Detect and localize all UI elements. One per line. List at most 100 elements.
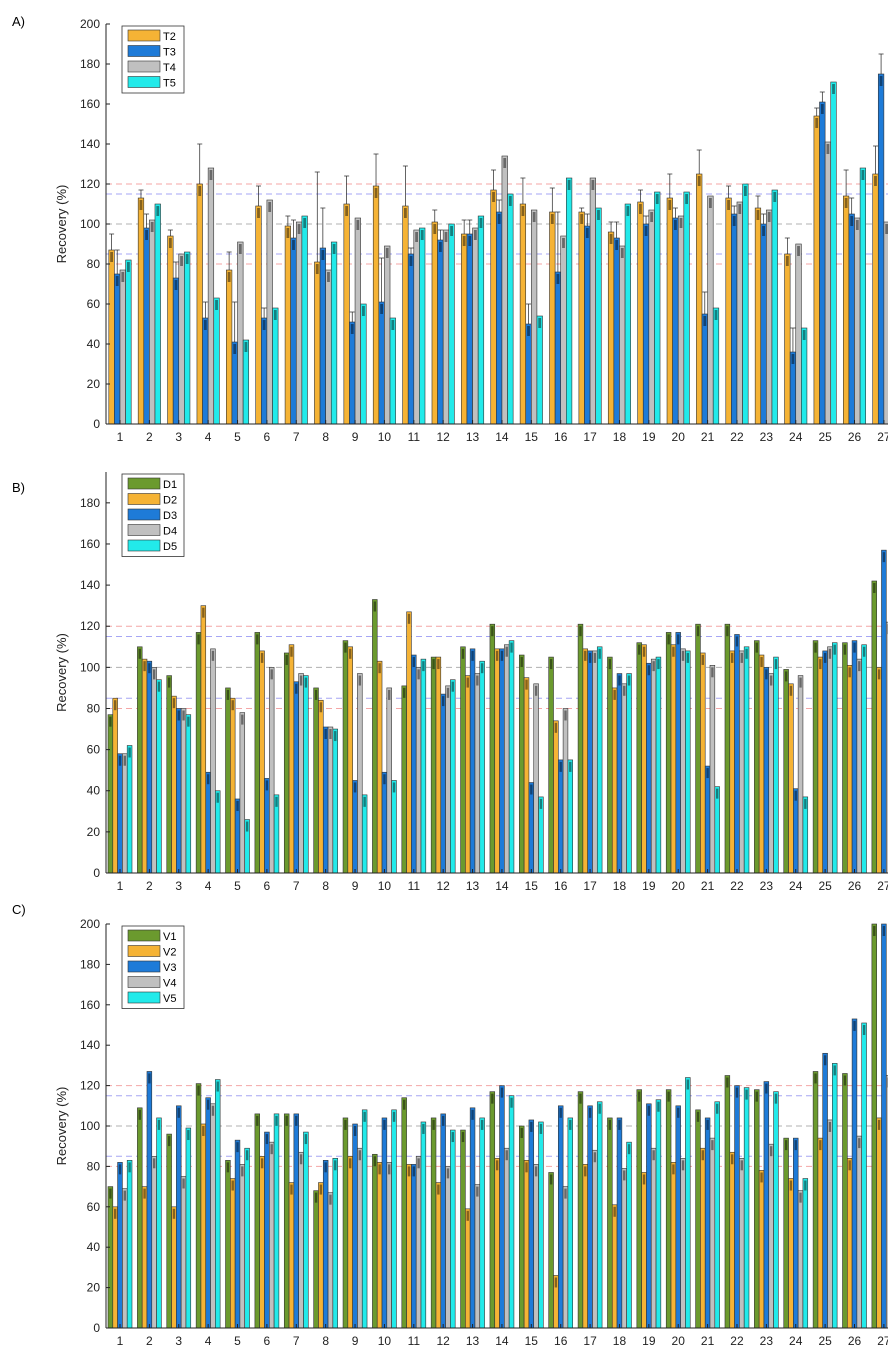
- bar-error-shade: [138, 648, 141, 659]
- bar-error-shade: [174, 280, 178, 290]
- bar: [207, 167, 215, 425]
- legend-label: T4: [163, 62, 176, 74]
- bar-error-shade: [828, 648, 832, 659]
- bar: [538, 1121, 544, 1329]
- legend-label: D2: [163, 495, 177, 507]
- bar-error-shade: [334, 731, 337, 742]
- bar: [695, 1109, 701, 1329]
- bar-error-shade: [850, 216, 854, 226]
- bar-error-shade: [569, 761, 572, 772]
- bar: [411, 654, 417, 874]
- bar: [167, 235, 174, 425]
- bar: [325, 269, 332, 425]
- legend-label: D3: [163, 510, 177, 522]
- bar: [171, 1206, 177, 1329]
- bar-error-shade: [118, 755, 122, 766]
- bar-error-shade: [527, 326, 530, 336]
- bar: [578, 211, 585, 425]
- bar: [533, 1164, 539, 1329]
- bar-error-shade: [432, 659, 435, 670]
- bar-error-shade: [476, 1186, 479, 1197]
- y-tick-label: 180: [80, 957, 100, 971]
- bar: [477, 215, 485, 425]
- bar-error-shade: [618, 1119, 621, 1130]
- bar-error-shade: [177, 710, 180, 721]
- bar-error-shade: [241, 714, 244, 725]
- bar-error-shade: [203, 320, 207, 330]
- bar-error-shade: [765, 669, 768, 680]
- bar-error-shade: [789, 1180, 793, 1191]
- x-tick-label: 26: [848, 430, 862, 444]
- bar-error-shade: [152, 1158, 156, 1169]
- bar: [562, 1186, 569, 1329]
- x-tick-label: 9: [352, 1334, 359, 1348]
- bar: [474, 1184, 481, 1329]
- bar-error-shade: [549, 659, 553, 670]
- y-tick-label: 100: [80, 660, 100, 674]
- bar-error-shade: [314, 689, 318, 700]
- bar-error-shade: [495, 650, 499, 661]
- bar-error-shade: [109, 1188, 112, 1199]
- bar: [376, 1162, 383, 1329]
- bar: [415, 667, 422, 874]
- bar: [141, 658, 148, 874]
- bar: [685, 650, 691, 874]
- bar: [303, 1131, 309, 1329]
- bar: [402, 205, 409, 425]
- bar: [239, 1164, 246, 1329]
- bar-error-shade: [118, 1164, 122, 1175]
- x-tick-label: 23: [760, 1334, 774, 1348]
- bar-error-shade: [315, 264, 319, 274]
- bar: [696, 173, 703, 425]
- bar: [567, 759, 574, 874]
- bar: [272, 307, 279, 425]
- bar-error-shade: [727, 200, 730, 210]
- bar: [357, 673, 363, 874]
- bar-error-shade: [882, 552, 886, 563]
- legend: T2 T3 T4 T5: [121, 25, 185, 94]
- bar: [616, 1117, 623, 1329]
- bar: [122, 753, 128, 874]
- x-tick-label: 13: [466, 1334, 480, 1348]
- bar-error-shade: [833, 1065, 836, 1076]
- legend: V1 V2 V3 V4 V5: [121, 925, 185, 1009]
- bar: [184, 251, 191, 425]
- bar: [357, 1147, 363, 1329]
- bar: [654, 191, 661, 425]
- bar: [108, 249, 115, 425]
- bar: [166, 1133, 172, 1329]
- bar-error-shade: [709, 198, 712, 208]
- bar: [584, 225, 591, 425]
- bar-error-shade: [826, 144, 830, 154]
- bar: [876, 1117, 882, 1329]
- bar-error-shade: [245, 1150, 249, 1161]
- bar-error-shade: [520, 1128, 523, 1138]
- bar: [701, 313, 708, 425]
- bar-error-shade: [380, 304, 384, 314]
- bar-error-shade: [285, 654, 288, 665]
- bar: [215, 1079, 221, 1329]
- bar: [268, 1141, 275, 1329]
- bar: [641, 644, 647, 874]
- bar: [704, 765, 711, 874]
- bar: [479, 1117, 485, 1329]
- bar: [611, 687, 618, 874]
- bar: [450, 679, 456, 874]
- bar-error-shade: [593, 652, 597, 663]
- bar: [739, 650, 745, 874]
- bar: [562, 708, 569, 874]
- legend-swatch: [127, 29, 161, 42]
- bar-error-shade: [559, 761, 562, 772]
- x-tick-label: 9: [352, 430, 359, 444]
- bar: [313, 1190, 319, 1329]
- bar-error-shade: [273, 310, 277, 320]
- bar: [680, 1158, 686, 1329]
- bar: [154, 203, 161, 425]
- bar-error-shade: [462, 236, 466, 246]
- bar: [827, 646, 833, 874]
- bar-error-shade: [585, 228, 589, 238]
- bar: [577, 1091, 584, 1329]
- bar-error-shade: [206, 774, 210, 785]
- x-tick-label: 8: [322, 1334, 329, 1348]
- bar-error-shade: [593, 1152, 597, 1163]
